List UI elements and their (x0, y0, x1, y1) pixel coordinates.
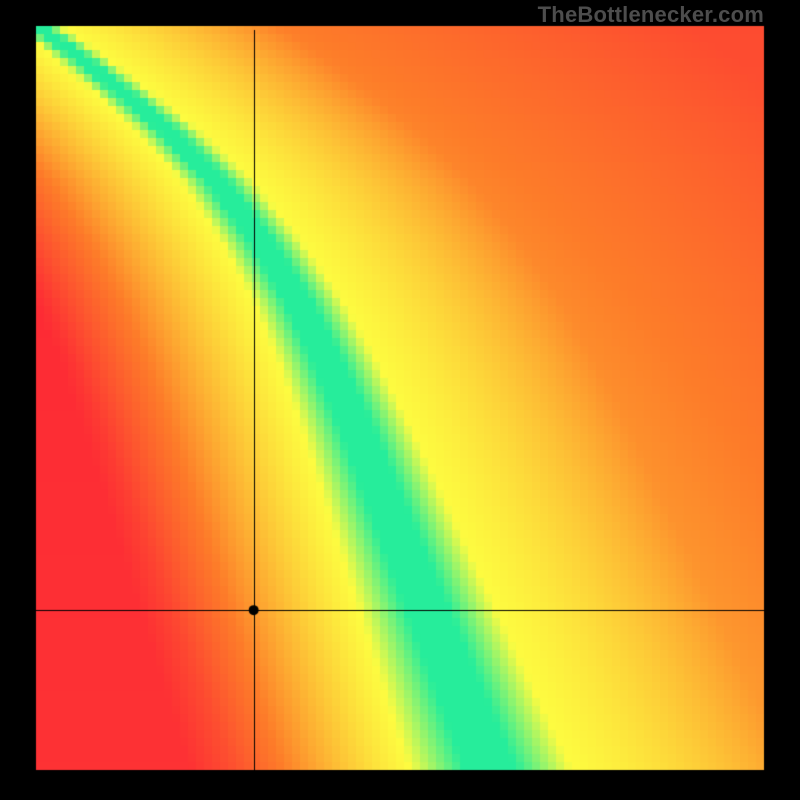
bottleneck-heatmap (0, 0, 800, 800)
attribution-label: TheBottlenecker.com (538, 2, 764, 28)
